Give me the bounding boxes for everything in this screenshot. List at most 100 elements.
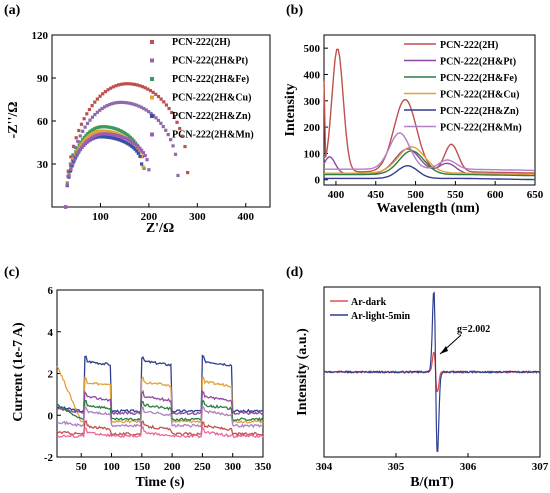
panel-a-point — [100, 106, 104, 111]
panel-a-legend-label: PCN-222(2H&Cu) — [172, 93, 251, 104]
panel-a-point — [128, 143, 132, 147]
panel-d-xtick-label: 304 — [316, 461, 333, 473]
panel-b-xlabel: Wavelength (nm) — [376, 201, 479, 216]
panel-a-point — [70, 164, 74, 168]
panel-a-point — [71, 162, 75, 166]
panel-a-point — [101, 92, 105, 96]
panel-a-point — [89, 136, 93, 140]
panel-b-xtick-label: 450 — [368, 189, 385, 201]
panel-a-point — [172, 115, 176, 119]
panel-a-point — [112, 133, 117, 137]
panel-a-point — [122, 100, 126, 105]
panel-d-xlabel: B/(mT) — [410, 475, 454, 490]
panel-a-point — [118, 138, 122, 142]
panel-a-point — [118, 128, 122, 133]
panel-a-point — [156, 118, 161, 123]
panel-a-ticks: 100 200 300 400 30 60 90 120 — [32, 30, 255, 223]
panel-a-point — [107, 130, 111, 134]
panel-a-point — [79, 122, 84, 126]
panel-a-point — [80, 145, 84, 149]
panel-a-point — [115, 137, 119, 141]
panel-a-ytick-label: 90 — [37, 73, 49, 85]
panel-a-point — [138, 154, 142, 158]
panel-a-point — [101, 135, 106, 139]
panel-c-series-line — [56, 389, 264, 416]
panel-c-series-line — [56, 354, 264, 414]
panel-d-legend-label: Ar-dark — [351, 297, 387, 308]
panel-a-point — [134, 103, 139, 107]
panel-d-ticks: 304 305 306 307 — [316, 453, 549, 473]
panel-a-point — [116, 134, 120, 138]
panel-a-point — [86, 132, 90, 136]
panel-c-label: (c) — [4, 265, 20, 280]
panel-a-point — [99, 125, 103, 129]
panel-a-point — [93, 112, 97, 117]
panel-a-ylabel: -Z''/Ω — [6, 102, 21, 139]
panel-a-point — [88, 118, 92, 122]
panel-a-point — [98, 132, 102, 136]
panel-b-label: (b) — [286, 3, 303, 18]
panel-a-point — [183, 144, 187, 149]
panel-a-point — [127, 82, 131, 86]
panel-a-point — [106, 129, 110, 133]
panel-a-point — [116, 137, 121, 142]
panel-a-point — [119, 82, 123, 86]
panel-a-point — [159, 97, 163, 101]
panel-a-point — [105, 132, 109, 136]
panel-a-point — [125, 141, 129, 145]
panel-a-point — [97, 129, 101, 133]
panel-a-point — [127, 138, 131, 142]
panel-a-point — [138, 84, 142, 88]
panel-a-point — [108, 125, 112, 129]
panel-b-xtick-label: 650 — [527, 189, 544, 201]
panel-a-point — [114, 131, 118, 135]
panel-b: (b) 400 450 500 550 600 650 0 100 200 300 400 500 P… — [283, 3, 544, 216]
panel-b-ytick-label: 200 — [304, 122, 321, 134]
panel-a-legend-label: PCN-222(2H&Zn) — [172, 111, 251, 122]
panel-a-point — [106, 88, 110, 92]
panel-c-series-line — [56, 399, 264, 422]
panel-a-point — [81, 129, 85, 133]
panel-b-xtick-label: 600 — [487, 189, 504, 201]
panel-a-point — [111, 136, 116, 140]
panel-a-point — [115, 127, 119, 131]
panel-a-point — [93, 100, 97, 104]
panel-d-ylabel: Intensity (a.u.) — [295, 328, 310, 416]
panel-c-ytick-label: 0 — [48, 410, 54, 422]
panel-a-point — [122, 82, 126, 86]
panel-b-legend-label: PCN-222(2H&Mn) — [440, 123, 522, 134]
panel-a-legend-marker — [150, 58, 154, 63]
annotation-text: g=2.002 — [457, 324, 490, 335]
panel-a-point — [132, 102, 136, 106]
panel-a-point — [104, 129, 108, 133]
panel-b-series-line — [323, 48, 535, 174]
panel-b-xtick-label: 500 — [407, 189, 424, 201]
panel-c-series-line — [56, 425, 264, 439]
panel-a-point — [149, 111, 153, 116]
panel-a-point — [66, 169, 70, 173]
panel-a-point — [111, 126, 115, 130]
panel-a-point — [141, 165, 145, 169]
panel-a-legend-label: PCN-222(2H&Pt) — [172, 56, 248, 67]
panel-b-series-line — [324, 146, 535, 175]
panel-a-point — [141, 151, 146, 155]
panel-b-legend-label: PCN-222(2H&Cu) — [440, 90, 519, 101]
panel-a-point — [82, 139, 86, 143]
panel-b-ytick-label: 100 — [304, 148, 321, 160]
panel-a-xtick-label: 300 — [189, 211, 206, 223]
panel-a-point — [120, 129, 124, 134]
panel-a-point — [103, 135, 107, 139]
panel-b-series-line — [324, 165, 535, 181]
panel-a-point — [85, 135, 90, 139]
panel-a-point — [154, 92, 158, 96]
panel-a-point — [78, 148, 82, 152]
panel-a-point — [94, 126, 98, 130]
panel-a-point — [136, 144, 140, 148]
panel-b-ytick-label: 400 — [304, 69, 321, 81]
panel-a-point — [89, 129, 93, 133]
panel-a-point — [94, 130, 98, 134]
panel-b-legend-label: PCN-222(2H&Zn) — [440, 106, 519, 117]
panel-b-legend: PCN-222(2H) PCN-222(2H&Pt) PCN-222(2H&Fe) P… — [404, 40, 522, 134]
